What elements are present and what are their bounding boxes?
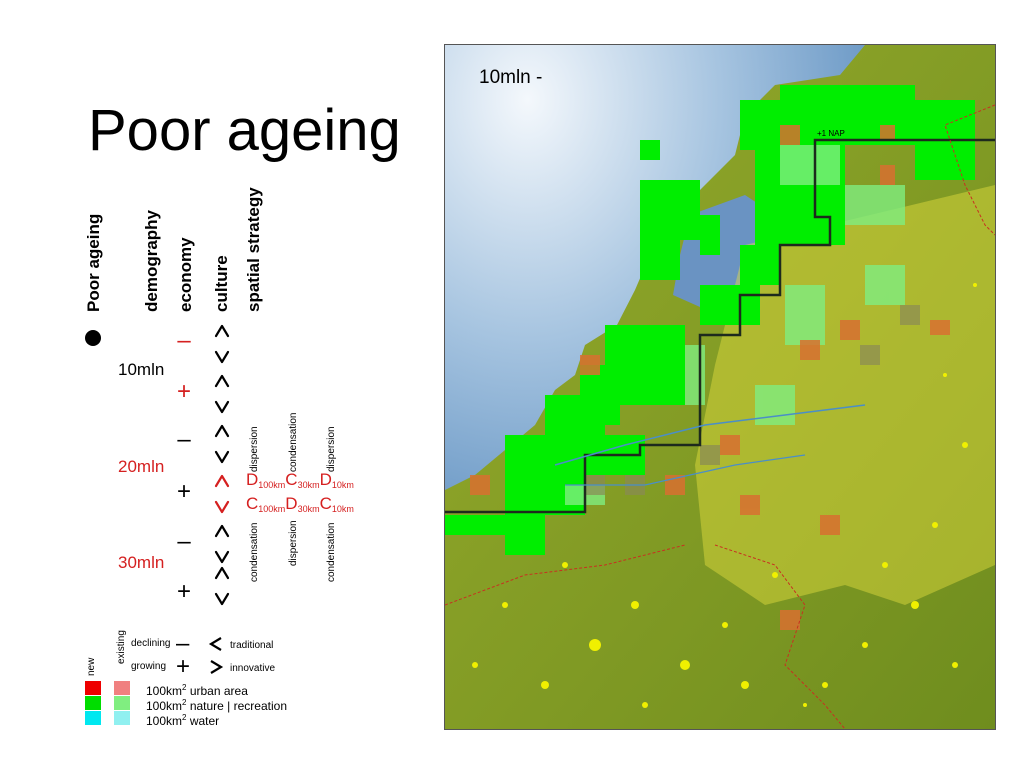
map-yellow-overlay — [695, 185, 995, 605]
economy-plus-2: + — [176, 478, 191, 505]
map-nap-label: +1 NAP — [817, 129, 845, 138]
economy-minus-3: – — [177, 528, 191, 555]
legend-traditional-label: traditional — [230, 640, 274, 651]
legend-swatch-existing-urban — [114, 681, 130, 695]
strategy-bottom-word-2: dispersion — [288, 520, 299, 566]
legend-declining-label: declining — [131, 638, 171, 649]
poor-ageing-label: Poor ageing — [84, 213, 103, 312]
legend-plus-symbol: + — [176, 653, 191, 680]
strategy-row2-sub-1: 100km — [258, 504, 286, 514]
poor-ageing-bullet — [85, 330, 101, 346]
legend-urban-label: urban area — [186, 684, 248, 698]
legend-growing-label: growing — [131, 661, 167, 672]
map-canvas — [445, 45, 995, 729]
map-urban-dots — [472, 283, 977, 708]
strategy-row2: C100kmD30kmC10km — [246, 494, 354, 514]
strategy-top-word-2: condensation — [288, 412, 299, 473]
legend-urban-text: 100km2 urban area — [146, 683, 248, 698]
demography-20mln: 20mln — [118, 457, 165, 476]
strategy-row1-letter-1: D — [246, 470, 259, 489]
legend-nature-sup: 2 — [182, 698, 187, 707]
economy-plus-3: + — [176, 578, 191, 605]
strategy-row2-letter-1: C — [246, 494, 259, 513]
strategy-row1-sub-2: 30km — [297, 480, 320, 490]
legend-water-label: water — [186, 714, 220, 728]
map-urban-cells — [470, 125, 950, 630]
legend-traditional-symbol — [208, 637, 222, 651]
strategy-row2-sub-2: 30km — [297, 504, 320, 514]
strategy-row1-letter-2: C — [285, 470, 298, 489]
legend-minus-symbol: – — [176, 630, 190, 657]
legend-innovative-symbol — [210, 660, 224, 674]
strategy-row1-sub-3: 10km — [331, 480, 354, 490]
economy-plus-1: + — [176, 378, 191, 405]
strategy-bottom-word-1: condensation — [249, 522, 260, 583]
legend-swatch-new-water — [85, 711, 101, 725]
strategy-bottom-word-3: condensation — [326, 522, 337, 583]
map-caption: 10mln - — [479, 67, 543, 88]
strategy-row2-letter-3: C — [319, 494, 332, 513]
slide-title: Poor ageing — [88, 98, 401, 163]
strategy-row2-letter-2: D — [285, 494, 298, 513]
legend-urban-sup: 2 — [182, 683, 187, 692]
strategy-row1-letter-3: D — [319, 470, 332, 489]
strategy-row2-sub-3: 10km — [331, 504, 354, 514]
economy-minus-1: – — [177, 327, 191, 354]
map-nature-cells — [445, 85, 975, 555]
legend-swatch-existing-nature — [114, 696, 130, 710]
strategy-row1-sub-1: 100km — [258, 480, 286, 490]
legend-urban-prefix: 100km — [146, 684, 183, 698]
legend-new-label: new — [86, 657, 97, 676]
strategy-row1: D100kmC30kmD10km — [246, 470, 354, 490]
legend-existing-label: existing — [116, 630, 127, 664]
legend-water-text: 100km2 water — [146, 713, 219, 728]
legend-nature-label: nature | recreation — [186, 699, 287, 713]
strategy-top-word-1: dispersion — [249, 426, 260, 472]
map-nap-line — [445, 138, 995, 514]
culture-symbols — [214, 324, 230, 606]
legend-water-prefix: 100km — [146, 714, 183, 728]
legend-swatch-new-nature — [85, 696, 101, 710]
legend-water-sup: 2 — [182, 713, 187, 722]
spatial-strategy-label: spatial strategy — [244, 187, 263, 312]
legend-innovative-label: innovative — [230, 663, 276, 674]
demography-10mln: 10mln — [118, 360, 165, 379]
legend-nature-prefix: 100km — [146, 699, 183, 713]
legend-swatch-new-urban — [85, 681, 101, 695]
legend-nature-text: 100km2 nature | recreation — [146, 698, 287, 713]
strategy-top-word-3: dispersion — [326, 426, 337, 472]
culture-label: culture — [212, 255, 231, 312]
legend-swatch-existing-water — [114, 711, 130, 725]
economy-minus-2: – — [177, 426, 191, 453]
demography-30mln: 30mln — [118, 553, 165, 572]
economy-label: economy — [176, 237, 195, 312]
netherlands-map: 10mln - +1 NAP — [444, 44, 996, 730]
demography-label: demography — [142, 209, 161, 312]
